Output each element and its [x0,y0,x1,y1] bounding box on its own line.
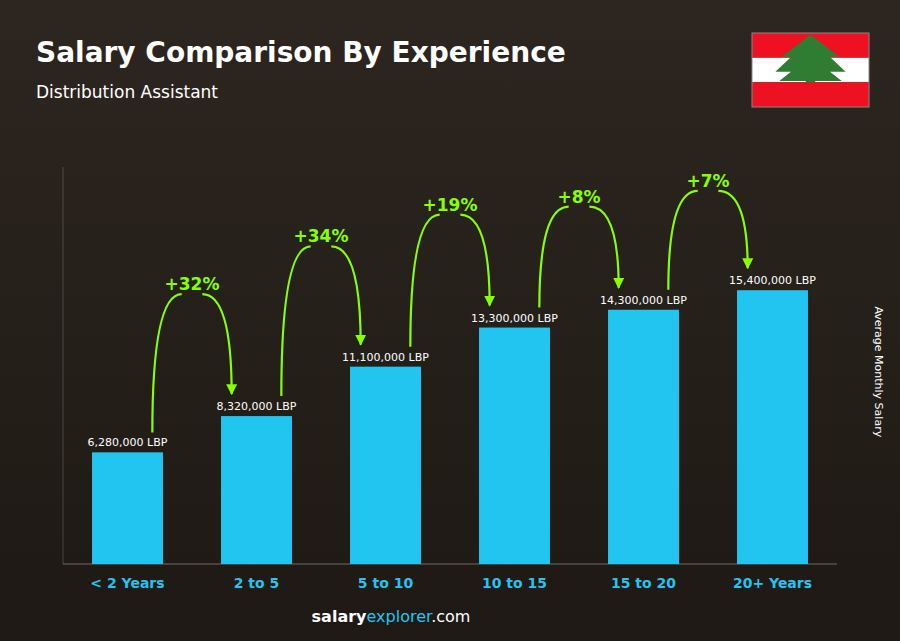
x-tick-label: 5 to 10 [358,575,414,591]
chart: Salary Comparison By Experience Distribut… [0,0,900,641]
annotation-arrow [331,246,360,344]
title: Salary Comparison By Experience [36,36,566,69]
annotation-arc [668,191,697,290]
bars [92,290,808,564]
flag [752,33,869,107]
watermark-part: .com [431,607,470,626]
y-axis-line [63,167,64,564]
watermark-part: explorer [367,607,433,626]
bar [92,452,163,564]
data-label: 15,400,000 LBP [729,274,816,287]
x-tick-label: 20+ Years [733,575,812,591]
annotation-arrow [202,294,231,394]
y-axis-label: Average Monthly Salary [872,306,885,437]
bar [737,290,808,564]
annotation-arc [152,294,181,432]
annotation-arrow [460,215,489,306]
flag-border [752,33,869,107]
annotation: +34% [294,226,349,246]
x-tick-label: 10 to 15 [482,575,547,591]
background [0,0,900,641]
annotation: +7% [686,171,729,191]
bar [479,328,550,564]
data-label: 11,100,000 LBP [342,351,429,364]
subtitle: Distribution Assistant [36,82,218,102]
data-label: 13,300,000 LBP [471,312,558,325]
annotation-arc [281,246,310,396]
annotation-arrow [718,191,747,268]
x-tick-label: < 2 Years [90,575,164,591]
x-axis-line [63,564,837,565]
annotation: +8% [557,187,600,207]
bar [350,367,421,564]
data-label: 8,320,000 LBP [217,400,297,413]
watermark: salaryexplorer.com [312,607,471,626]
data-label: 14,300,000 LBP [600,294,687,307]
annotations: +32% +34% +19% +8% +7% [152,171,747,433]
annotation-arc [410,215,439,347]
bar [221,416,292,564]
data-label: 6,280,000 LBP [88,436,168,449]
annotation-arrow [589,207,618,288]
flag-cedar [775,35,845,81]
flag-band [752,82,869,107]
annotation-arc [539,207,568,308]
bar [608,310,679,564]
x-tick-label: 15 to 20 [611,575,676,591]
x-tick-label: 2 to 5 [234,575,280,591]
annotation: +32% [165,274,220,294]
flag-trunk [806,80,815,83]
annotation: +19% [423,195,478,215]
watermark-part: salary [312,607,367,626]
